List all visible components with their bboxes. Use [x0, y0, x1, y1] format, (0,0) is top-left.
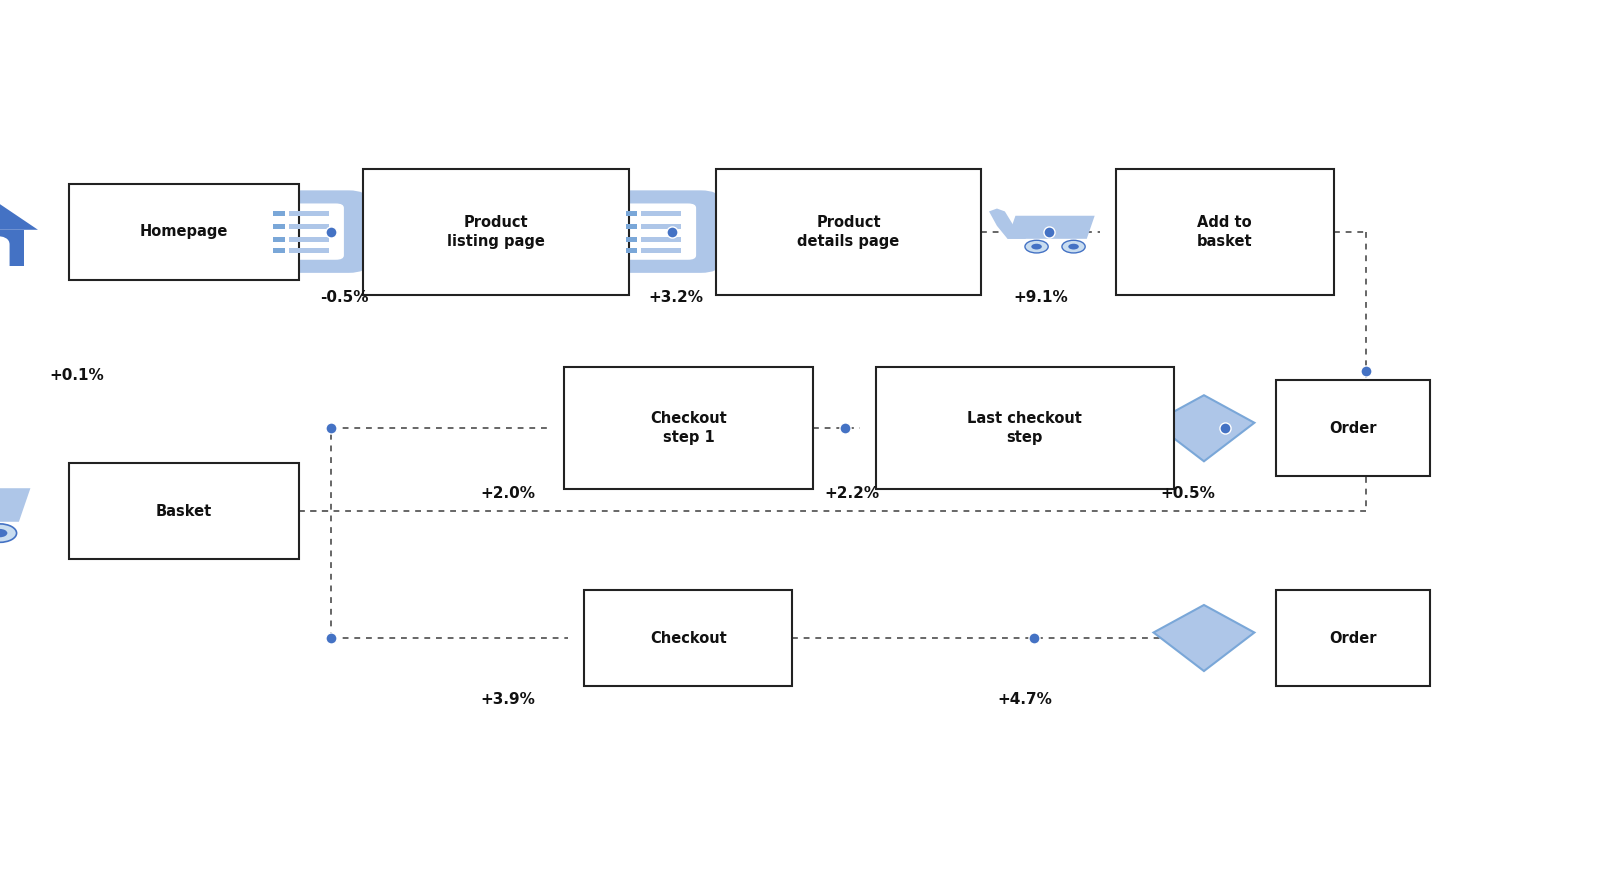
Text: Homepage: Homepage	[139, 224, 229, 239]
Circle shape	[1031, 244, 1042, 249]
FancyBboxPatch shape	[1276, 590, 1430, 686]
Text: +0.5%: +0.5%	[1161, 486, 1215, 502]
FancyBboxPatch shape	[1116, 169, 1334, 295]
Text: Product
listing page: Product listing page	[447, 214, 546, 249]
Text: +4.7%: +4.7%	[997, 691, 1052, 707]
FancyBboxPatch shape	[626, 211, 637, 216]
FancyBboxPatch shape	[626, 237, 637, 242]
FancyBboxPatch shape	[626, 248, 637, 253]
Circle shape	[0, 524, 16, 543]
Circle shape	[1025, 240, 1049, 253]
FancyBboxPatch shape	[0, 230, 24, 267]
FancyBboxPatch shape	[642, 248, 682, 253]
FancyBboxPatch shape	[290, 237, 330, 242]
Text: Last checkout
step: Last checkout step	[967, 411, 1082, 446]
FancyBboxPatch shape	[274, 211, 285, 216]
FancyBboxPatch shape	[642, 211, 682, 216]
FancyBboxPatch shape	[274, 237, 285, 242]
FancyBboxPatch shape	[0, 236, 10, 275]
FancyBboxPatch shape	[290, 248, 330, 253]
FancyBboxPatch shape	[1276, 380, 1430, 476]
FancyBboxPatch shape	[626, 224, 637, 229]
Polygon shape	[0, 191, 38, 230]
Polygon shape	[1007, 216, 1095, 239]
FancyBboxPatch shape	[564, 367, 813, 489]
FancyBboxPatch shape	[69, 463, 299, 559]
FancyBboxPatch shape	[274, 224, 285, 229]
Text: Product
details page: Product details page	[797, 214, 900, 249]
Text: +3.2%: +3.2%	[648, 289, 703, 305]
FancyBboxPatch shape	[642, 224, 682, 229]
Text: +2.2%: +2.2%	[825, 486, 879, 502]
Text: +9.1%: +9.1%	[1013, 289, 1068, 305]
FancyBboxPatch shape	[290, 224, 330, 229]
FancyBboxPatch shape	[363, 169, 629, 295]
Text: +2.0%: +2.0%	[480, 486, 535, 502]
Polygon shape	[0, 489, 30, 522]
Text: Add to
basket: Add to basket	[1198, 214, 1252, 249]
FancyBboxPatch shape	[237, 191, 368, 273]
Polygon shape	[1153, 605, 1254, 671]
Text: Checkout: Checkout	[650, 630, 727, 646]
FancyBboxPatch shape	[613, 204, 696, 260]
Circle shape	[0, 529, 8, 538]
Text: Basket: Basket	[155, 503, 213, 519]
Text: Order: Order	[1329, 630, 1377, 646]
FancyBboxPatch shape	[716, 169, 981, 295]
Polygon shape	[989, 209, 1026, 239]
FancyBboxPatch shape	[589, 191, 720, 273]
FancyBboxPatch shape	[584, 590, 792, 686]
Text: +0.1%: +0.1%	[50, 368, 104, 384]
FancyBboxPatch shape	[290, 211, 330, 216]
Text: +3.9%: +3.9%	[480, 691, 535, 707]
FancyBboxPatch shape	[261, 204, 344, 260]
FancyBboxPatch shape	[642, 237, 682, 242]
Polygon shape	[1153, 395, 1254, 461]
Circle shape	[1061, 240, 1085, 253]
FancyBboxPatch shape	[274, 248, 285, 253]
Text: Checkout
step 1: Checkout step 1	[650, 411, 727, 446]
Circle shape	[1068, 244, 1079, 249]
Text: Order: Order	[1329, 420, 1377, 436]
FancyBboxPatch shape	[69, 184, 299, 280]
Text: -0.5%: -0.5%	[320, 289, 368, 305]
FancyBboxPatch shape	[876, 367, 1174, 489]
